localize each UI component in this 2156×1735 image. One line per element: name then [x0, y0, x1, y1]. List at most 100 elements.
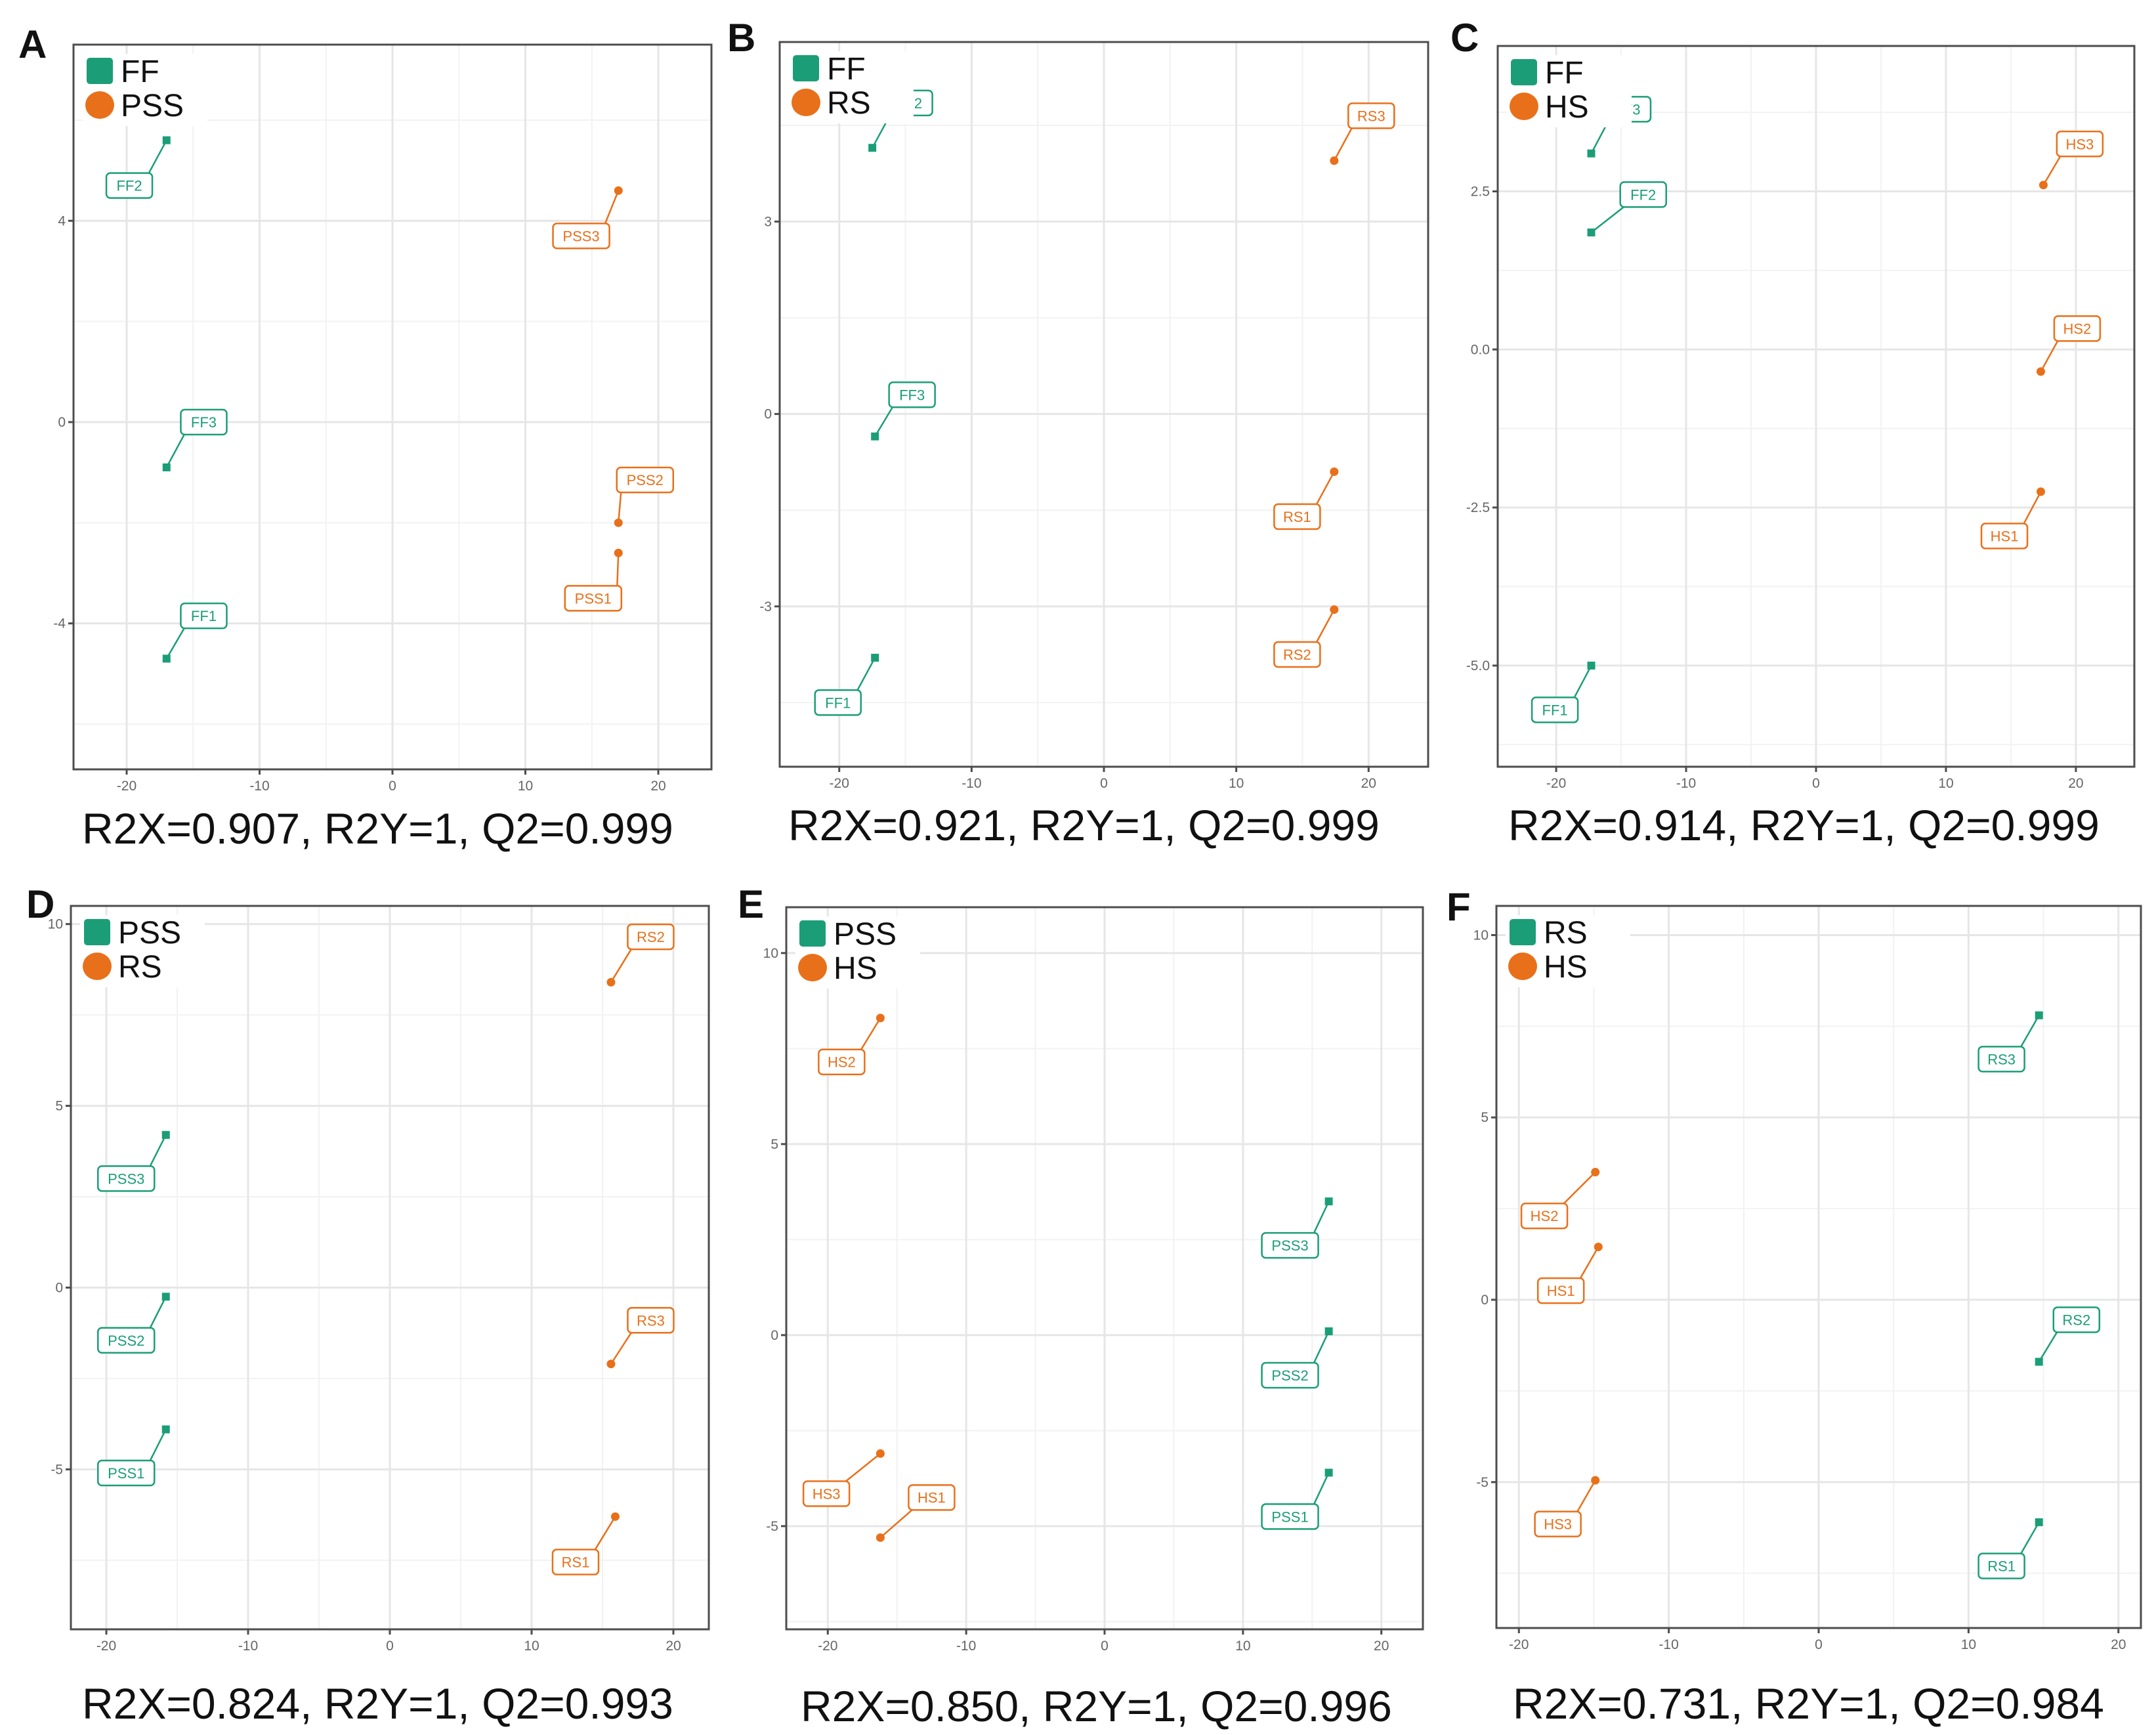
- point-label-box: [908, 1484, 956, 1511]
- data-point-circle: [614, 186, 623, 195]
- data-point-circle: [876, 1449, 885, 1458]
- leader-line: [874, 406, 893, 437]
- leader-line: [2040, 340, 2059, 372]
- leader-line: [148, 140, 167, 174]
- data-point-square: [1324, 1197, 1333, 1206]
- data-point-circle: [876, 1014, 885, 1023]
- leader-line: [856, 657, 876, 691]
- point-label: PSS2: [108, 1333, 144, 1349]
- data-point-square: [1324, 1468, 1333, 1477]
- y-tick-label: 5: [55, 1099, 63, 1114]
- point-label: RS3: [1987, 1051, 2016, 1067]
- leader-line: [1316, 609, 1335, 643]
- x-tick-label: 20: [1361, 776, 1376, 791]
- leader-line: [618, 492, 622, 523]
- y-tick-label: 5: [771, 1137, 778, 1152]
- data-point-square: [2035, 1518, 2043, 1526]
- point-label-box: [96, 1327, 156, 1354]
- leader-line: [149, 1134, 167, 1167]
- panel-letter: D: [26, 882, 54, 926]
- point-label-box: [564, 585, 623, 612]
- point-label-box: [627, 923, 675, 951]
- x-tick-label: -20: [830, 776, 849, 791]
- x-tick-label: 10: [518, 779, 533, 794]
- leader-line: [165, 434, 185, 468]
- point-label: RS2: [637, 929, 665, 945]
- leader-line: [1313, 1201, 1330, 1233]
- x-tick-label: 20: [1374, 1639, 1389, 1654]
- y-tick-label: 10: [48, 917, 63, 932]
- data-point-square: [162, 463, 171, 471]
- point-label-box: [1261, 1503, 1319, 1530]
- legend-label: PSS: [834, 917, 897, 952]
- point-label: PSS2: [627, 472, 664, 488]
- y-tick-label: -3: [759, 599, 772, 614]
- leader-line: [1573, 665, 1592, 698]
- point-label: PSS1: [108, 1465, 144, 1482]
- data-point-square: [2035, 1358, 2043, 1366]
- point-label-box: [552, 223, 610, 249]
- point-label-box: [105, 172, 154, 199]
- point-label-box: [818, 1048, 866, 1075]
- data-point-circle: [606, 977, 616, 987]
- point-label-box: [1273, 641, 1321, 668]
- point-label: FF1: [191, 608, 217, 624]
- point-label-box: [1619, 181, 1667, 208]
- point-label-box: [616, 466, 674, 494]
- point-label-box: [180, 408, 228, 436]
- legend-label: PSS: [121, 89, 184, 123]
- panel-b: -20-1001020-303FF2FF3FF1RS3RS1RS2FFRSBR2…: [727, 16, 1429, 849]
- legend-label: RS: [827, 86, 871, 121]
- leader-line: [165, 628, 185, 659]
- point-label-box: [888, 381, 936, 408]
- point-label: PSS1: [575, 590, 612, 607]
- x-tick-label: -10: [962, 776, 981, 791]
- leader-line: [149, 1428, 167, 1461]
- point-label-box: [1520, 1202, 1569, 1230]
- point-label: PSS3: [1271, 1237, 1308, 1254]
- leader-line: [1313, 1472, 1330, 1505]
- point-label: RS1: [1283, 509, 1311, 525]
- leader-line: [610, 949, 632, 983]
- point-label: RS2: [1283, 647, 1311, 663]
- data-point-square: [868, 144, 877, 152]
- y-tick-label: 0: [764, 407, 772, 422]
- point-label: RS3: [1357, 108, 1385, 124]
- x-tick-label: 0: [386, 1639, 394, 1654]
- panel-caption: R2X=0.824, R2Y=1, Q2=0.993: [82, 1679, 673, 1728]
- x-tick-label: -20: [1546, 776, 1566, 791]
- data-point-circle: [610, 1512, 620, 1521]
- point-label: FF2: [116, 178, 142, 194]
- leader-line: [1590, 206, 1624, 234]
- legend-label: HS: [834, 951, 877, 986]
- leader-line: [149, 1296, 167, 1329]
- data-point-circle: [2039, 181, 2048, 190]
- leader-line: [1576, 1480, 1596, 1512]
- legend-label: RS: [1544, 916, 1588, 951]
- point-label: HS3: [2065, 136, 2094, 152]
- data-point-square: [1324, 1327, 1333, 1336]
- point-label-box: [1534, 1510, 1582, 1537]
- data-point-circle: [614, 548, 623, 557]
- point-label: RS1: [1987, 1558, 2016, 1575]
- y-tick-label: -5: [766, 1519, 778, 1534]
- panel-a: -20 -10 0 10 20 -4 0 4 FF2 FF3 FF1 PSS3 PSS2 PSS1 FFPS…: [18, 22, 713, 853]
- legend-swatch-square: [793, 55, 819, 81]
- x-tick-label: 20: [650, 779, 666, 794]
- y-tick-label: 10: [1473, 928, 1489, 943]
- point-label: FF1: [1542, 702, 1568, 718]
- panel-d: -20 -10 0 10 20 -5 0 5 10 PSS3 PSS2 PSS1 RS2 RS3 RS1 PS…: [26, 882, 710, 1728]
- legend-label: HS: [1544, 950, 1588, 985]
- y-tick-label: -2.5: [1466, 500, 1490, 515]
- leader-line: [616, 553, 620, 586]
- leader-line: [610, 1332, 632, 1365]
- panel-letter: C: [1450, 16, 1479, 60]
- point-label: HS1: [1991, 528, 2019, 544]
- data-point-square: [871, 432, 879, 440]
- legend-swatch-circle: [85, 91, 114, 119]
- data-point-square: [1587, 149, 1596, 158]
- y-tick-label: 2.5: [1471, 184, 1490, 200]
- x-tick-label: 0: [1815, 1637, 1823, 1652]
- x-tick-label: 10: [1229, 776, 1244, 791]
- y-tick-label: 0: [55, 1280, 63, 1295]
